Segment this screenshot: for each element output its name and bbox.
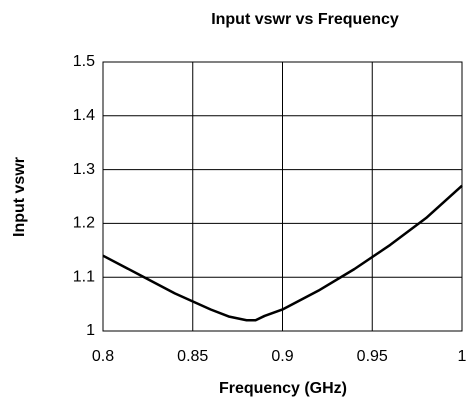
x-tick-label: 0.9 — [271, 348, 293, 365]
y-tick-label: 1.3 — [73, 161, 95, 178]
x-tick-label: 1 — [458, 348, 466, 365]
y-axis-label: Input vswr — [11, 157, 28, 237]
plot-frame — [102, 61, 463, 332]
x-tick-label: 0.85 — [177, 348, 208, 365]
y-tick-label: 1.2 — [73, 215, 95, 232]
y-tick-label: 1.1 — [73, 268, 95, 285]
data-line — [102, 184, 463, 322]
y-tick-label: 1 — [86, 322, 95, 339]
x-tick-label: 0.95 — [357, 348, 388, 365]
chart-title: Input vswr vs Frequency — [211, 11, 399, 28]
y-tick-label: 1.5 — [73, 53, 95, 70]
x-axis-label: Frequency (GHz) — [219, 380, 347, 397]
y-tick-label: 1.4 — [73, 107, 95, 124]
x-tick-label: 0.8 — [92, 348, 114, 365]
